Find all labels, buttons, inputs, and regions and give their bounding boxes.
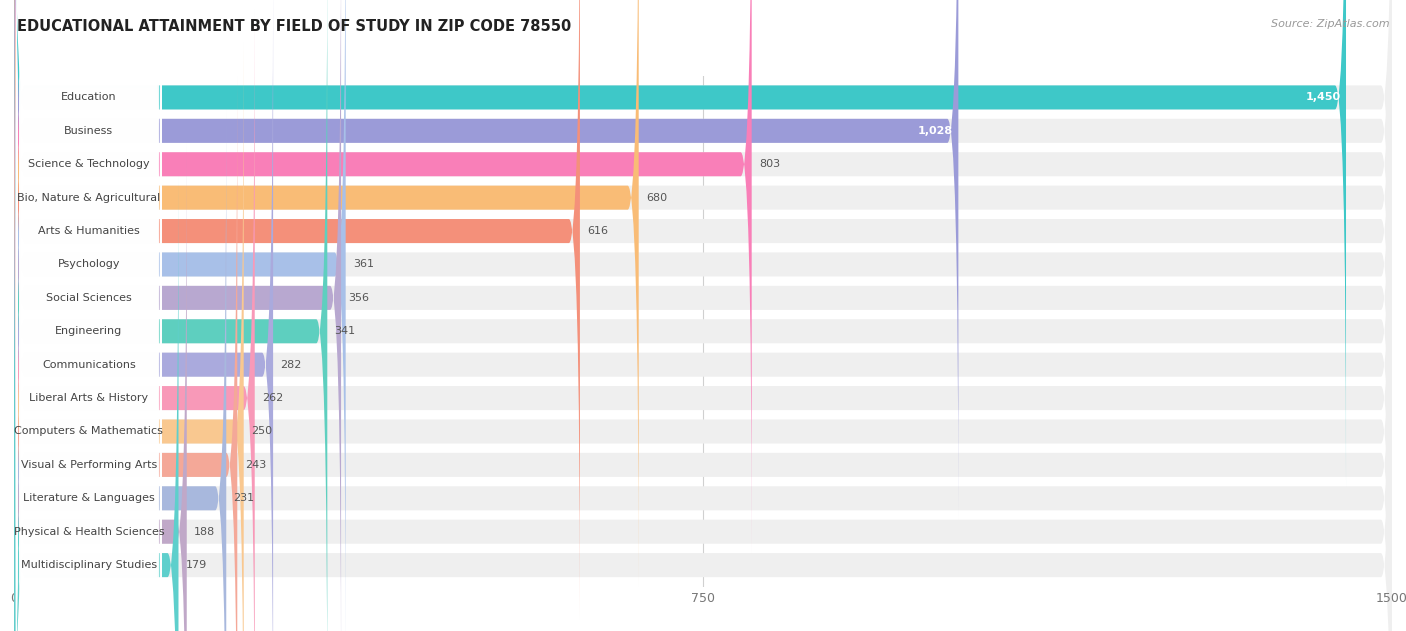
FancyBboxPatch shape <box>14 9 1392 631</box>
Text: Engineering: Engineering <box>55 326 122 336</box>
FancyBboxPatch shape <box>14 0 342 631</box>
Text: 231: 231 <box>233 493 254 504</box>
Text: Science & Technology: Science & Technology <box>28 159 149 169</box>
FancyBboxPatch shape <box>15 0 162 489</box>
FancyBboxPatch shape <box>14 176 1392 631</box>
FancyBboxPatch shape <box>14 76 1392 631</box>
FancyBboxPatch shape <box>15 0 162 422</box>
FancyBboxPatch shape <box>14 0 638 586</box>
Text: 179: 179 <box>186 560 207 570</box>
Text: 361: 361 <box>353 259 374 269</box>
Text: 616: 616 <box>588 226 609 236</box>
Text: 1,028: 1,028 <box>918 126 953 136</box>
FancyBboxPatch shape <box>14 109 226 631</box>
FancyBboxPatch shape <box>14 0 1392 586</box>
FancyBboxPatch shape <box>14 0 273 631</box>
FancyBboxPatch shape <box>15 6 162 522</box>
FancyBboxPatch shape <box>14 9 254 631</box>
FancyBboxPatch shape <box>14 0 1346 487</box>
Text: 680: 680 <box>645 192 668 203</box>
FancyBboxPatch shape <box>15 307 162 631</box>
FancyBboxPatch shape <box>14 0 1392 620</box>
FancyBboxPatch shape <box>14 0 1392 553</box>
FancyBboxPatch shape <box>14 0 959 520</box>
Text: 803: 803 <box>759 159 780 169</box>
Text: 188: 188 <box>194 527 215 537</box>
Text: 356: 356 <box>349 293 370 303</box>
FancyBboxPatch shape <box>14 143 187 631</box>
FancyBboxPatch shape <box>15 0 162 355</box>
FancyBboxPatch shape <box>14 0 1392 520</box>
Text: EDUCATIONAL ATTAINMENT BY FIELD OF STUDY IN ZIP CODE 78550: EDUCATIONAL ATTAINMENT BY FIELD OF STUDY… <box>17 19 571 34</box>
FancyBboxPatch shape <box>15 274 162 631</box>
Text: 243: 243 <box>245 460 266 470</box>
FancyBboxPatch shape <box>14 76 238 631</box>
FancyBboxPatch shape <box>15 73 162 589</box>
FancyBboxPatch shape <box>14 0 579 620</box>
Text: Psychology: Psychology <box>58 259 120 269</box>
FancyBboxPatch shape <box>15 240 162 631</box>
Text: Liberal Arts & History: Liberal Arts & History <box>30 393 149 403</box>
FancyBboxPatch shape <box>15 107 162 623</box>
Text: Social Sciences: Social Sciences <box>46 293 132 303</box>
FancyBboxPatch shape <box>14 0 346 631</box>
FancyBboxPatch shape <box>14 0 1392 631</box>
FancyBboxPatch shape <box>15 207 162 631</box>
FancyBboxPatch shape <box>15 0 162 389</box>
Text: Arts & Humanities: Arts & Humanities <box>38 226 139 236</box>
Text: 341: 341 <box>335 326 356 336</box>
FancyBboxPatch shape <box>15 0 162 456</box>
Text: Business: Business <box>65 126 114 136</box>
Text: Source: ZipAtlas.com: Source: ZipAtlas.com <box>1271 19 1389 29</box>
Text: Visual & Performing Arts: Visual & Performing Arts <box>21 460 157 470</box>
FancyBboxPatch shape <box>14 43 243 631</box>
FancyBboxPatch shape <box>14 43 1392 631</box>
Text: Computers & Mathematics: Computers & Mathematics <box>14 427 163 437</box>
FancyBboxPatch shape <box>15 40 162 556</box>
FancyBboxPatch shape <box>14 0 1392 631</box>
FancyBboxPatch shape <box>14 176 179 631</box>
Text: Communications: Communications <box>42 360 136 370</box>
FancyBboxPatch shape <box>14 143 1392 631</box>
FancyBboxPatch shape <box>15 140 162 631</box>
Text: Multidisciplinary Studies: Multidisciplinary Studies <box>21 560 157 570</box>
FancyBboxPatch shape <box>14 109 1392 631</box>
Text: 262: 262 <box>262 393 284 403</box>
Text: Physical & Health Sciences: Physical & Health Sciences <box>14 527 165 537</box>
Text: Literature & Languages: Literature & Languages <box>22 493 155 504</box>
Text: 282: 282 <box>280 360 302 370</box>
FancyBboxPatch shape <box>15 174 162 631</box>
FancyBboxPatch shape <box>14 0 1392 631</box>
Text: 1,450: 1,450 <box>1305 92 1340 102</box>
FancyBboxPatch shape <box>14 0 1392 487</box>
FancyBboxPatch shape <box>14 0 1392 631</box>
FancyBboxPatch shape <box>14 0 752 553</box>
Text: 250: 250 <box>252 427 273 437</box>
Text: Education: Education <box>60 92 117 102</box>
FancyBboxPatch shape <box>14 0 328 631</box>
Text: Bio, Nature & Agricultural: Bio, Nature & Agricultural <box>17 192 160 203</box>
